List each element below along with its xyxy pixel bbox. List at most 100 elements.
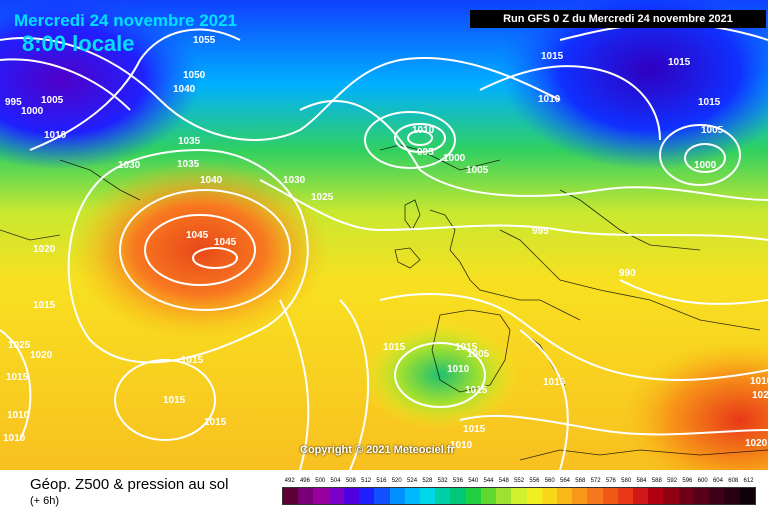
pressure-label: 1020 [33, 244, 56, 255]
pressure-label: 1010 [447, 364, 470, 375]
coastlines [0, 144, 768, 461]
pressure-label: 1045 [186, 230, 209, 241]
legend-labels: 492 496 500 504 508 512 516 520 524 528 532 536 540 5… [282, 478, 756, 487]
pressure-label: 1055 [193, 35, 216, 46]
map-canvas: 1055 1050 1040 995 1005 1000 1010 1035 1… [0, 0, 768, 470]
legend-swatch [404, 488, 420, 504]
pressure-label: 1010 [3, 433, 26, 444]
legend-swatch [633, 488, 649, 504]
pressure-label: 1005 [466, 165, 489, 176]
legend-bar [282, 487, 756, 505]
legend-label: 516 [376, 478, 387, 484]
legend-label: 564 [559, 478, 570, 484]
legend-label: 540 [468, 478, 479, 484]
legend-label: 612 [743, 478, 754, 484]
legend-swatch [663, 488, 679, 504]
pressure-label: 990 [619, 268, 636, 279]
pressure-label: 1005 [701, 125, 724, 136]
legend-swatch [572, 488, 588, 504]
legend-swatch [678, 488, 694, 504]
pressure-label: 1040 [173, 84, 196, 95]
legend-swatch [602, 488, 618, 504]
pressure-label: 1010 [412, 125, 435, 136]
legend-swatch [419, 488, 436, 504]
pressure-label: 1015 [543, 377, 566, 388]
pressure-label: 1035 [178, 136, 201, 147]
legend-swatch [617, 488, 634, 504]
pressure-label: 1010 [538, 94, 561, 105]
legend-label: 528 [422, 478, 433, 484]
run-info: Run GFS 0 Z du Mercredi 24 novembre 2021 [470, 10, 766, 28]
pressure-label: 1015 [6, 372, 29, 383]
pressure-label: 1020 [745, 438, 768, 449]
legend-label: 588 [651, 478, 662, 484]
legend-swatch [739, 488, 755, 504]
pressure-label: 1035 [177, 159, 200, 170]
pressure-label: 1025 [311, 192, 334, 203]
legend-label: 580 [621, 478, 632, 484]
legend-label: 576 [605, 478, 616, 484]
legend-swatch [648, 488, 664, 504]
pressure-label: 1015 [455, 342, 478, 353]
pressure-label: 1015 [181, 355, 204, 366]
pressure-label: 1000 [443, 153, 466, 164]
legend-swatch [724, 488, 740, 504]
legend-label: 504 [330, 478, 341, 484]
legend-label: 492 [284, 478, 295, 484]
color-scale-legend: 492 496 500 504 508 512 516 520 524 528 532 536 540 5… [282, 478, 756, 505]
legend-swatch [587, 488, 603, 504]
legend-swatch [435, 488, 451, 504]
pressure-label: 1010 [7, 410, 30, 421]
pressure-label: 1000 [694, 160, 717, 171]
pressure-label: 1015 [163, 395, 186, 406]
legend-swatch [313, 488, 329, 504]
pressure-label: 1005 [41, 95, 64, 106]
legend-label: 584 [636, 478, 647, 484]
weather-map: 1055 1050 1040 995 1005 1000 1010 1035 1… [0, 0, 768, 470]
legend-swatch [480, 488, 497, 504]
legend-swatch [450, 488, 466, 504]
legend-label: 520 [391, 478, 402, 484]
forecast-local-time: 8:00 locale [22, 31, 135, 56]
legend-label: 544 [483, 478, 494, 484]
pressure-label: 1010 [450, 440, 473, 451]
legend-swatch [526, 488, 542, 504]
northeast-low-fill [500, 0, 768, 170]
legend-swatch [541, 488, 557, 504]
copyright-notice: Copyright © 2021 Meteociel.fr [300, 444, 455, 456]
pressure-label: 1015 [204, 417, 227, 428]
legend-label: 596 [682, 478, 693, 484]
pressure-label: 1000 [21, 106, 44, 117]
legend-label: 548 [498, 478, 509, 484]
pressure-label: 1025 [8, 340, 31, 351]
pressure-label: 1020 [30, 350, 53, 361]
pressure-label: 1005 [467, 349, 490, 360]
legend-label: 500 [315, 478, 326, 484]
map-footer: Géop. Z500 & pression au sol (+ 6h) 492 4… [0, 470, 768, 512]
legend-label: 604 [712, 478, 723, 484]
pressure-label: 1010 [750, 376, 768, 387]
legend-label: 572 [590, 478, 601, 484]
legend-swatch [389, 488, 405, 504]
forecast-offset: (+ 6h) [30, 495, 60, 507]
pressure-label: 1015 [541, 51, 564, 62]
pressure-label: 1030 [283, 175, 306, 186]
legend-swatch [359, 488, 375, 504]
isobars [0, 22, 768, 470]
pressure-label: 1015 [465, 385, 488, 396]
legend-label: 556 [529, 478, 540, 484]
legend-label: 508 [345, 478, 356, 484]
legend-label: 496 [299, 478, 310, 484]
pressure-label: 995 [417, 147, 434, 158]
southeast-ridge-fill [620, 340, 768, 470]
forecast-date: Mercredi 24 novembre 2021 [14, 11, 238, 30]
legend-label: 600 [697, 478, 708, 484]
legend-label: 592 [667, 478, 678, 484]
legend-swatch [343, 488, 360, 504]
legend-label: 608 [728, 478, 739, 484]
pressure-label: 1015 [668, 57, 691, 68]
legend-label: 524 [407, 478, 418, 484]
pressure-label: 1020 [752, 390, 768, 401]
legend-swatch [298, 488, 314, 504]
pressure-label: 1015 [698, 97, 721, 108]
